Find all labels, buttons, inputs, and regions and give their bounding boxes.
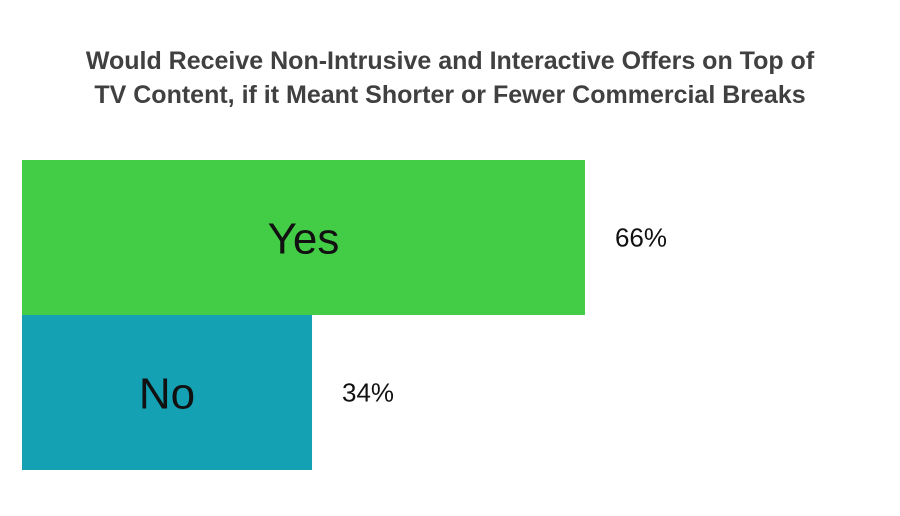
chart-title: Would Receive Non-Intrusive and Interact… — [0, 44, 900, 112]
bar-value-label-yes: 66% — [615, 223, 667, 253]
bar-category-label-no: No — [139, 370, 195, 419]
bar-no — [22, 315, 313, 470]
chart-title-line-1: Would Receive Non-Intrusive and Interact… — [85, 47, 815, 75]
bars-group: Yes 66% No 34% — [22, 160, 667, 470]
bar-yes — [22, 160, 585, 315]
bar-value-label-no: 34% — [342, 378, 394, 408]
chart-title-line-2: TV Content, if it Meant Shorter or Fewer… — [94, 81, 806, 109]
bar-category-label-yes: Yes — [268, 215, 340, 264]
